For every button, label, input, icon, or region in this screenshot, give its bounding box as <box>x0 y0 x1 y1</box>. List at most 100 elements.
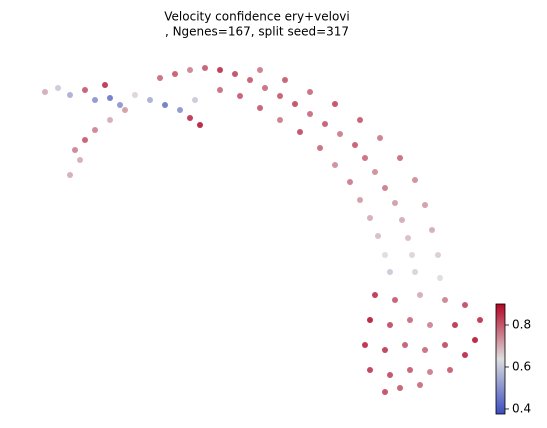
point <box>367 215 373 221</box>
point <box>442 342 448 348</box>
point <box>55 85 61 91</box>
point <box>192 97 198 103</box>
point <box>202 65 208 71</box>
colorbar-tick-label: 0.4 <box>512 401 531 415</box>
point <box>387 269 393 275</box>
chart-title: Velocity confidence ery+velovi <box>164 10 349 24</box>
point <box>247 77 253 83</box>
point <box>347 179 353 185</box>
point <box>357 197 363 203</box>
point <box>367 317 373 323</box>
point <box>107 95 113 101</box>
point <box>277 93 283 99</box>
point <box>392 200 398 206</box>
point <box>362 342 368 348</box>
point <box>282 77 288 83</box>
point <box>422 202 428 208</box>
point <box>67 172 73 178</box>
point <box>132 92 138 98</box>
point <box>407 317 413 323</box>
point <box>377 135 383 141</box>
point <box>392 297 398 303</box>
point <box>187 67 193 73</box>
point <box>217 67 223 73</box>
point <box>462 352 468 358</box>
point <box>382 185 388 191</box>
point <box>427 322 433 328</box>
point <box>102 82 108 88</box>
point <box>372 292 378 298</box>
point <box>172 71 178 77</box>
point <box>412 177 418 183</box>
point <box>387 322 393 328</box>
point <box>412 269 418 275</box>
point <box>422 347 428 353</box>
point <box>122 107 128 113</box>
colorbar <box>495 303 506 415</box>
point <box>217 87 223 93</box>
point <box>437 275 443 281</box>
point <box>332 101 338 107</box>
point <box>362 155 368 161</box>
colorbar-tick-label: 0.8 <box>512 317 531 331</box>
point <box>337 131 343 137</box>
point <box>397 155 403 161</box>
point <box>397 385 403 391</box>
point <box>382 389 388 395</box>
point <box>257 67 263 73</box>
point <box>292 101 298 107</box>
point <box>307 111 313 117</box>
point <box>162 102 168 108</box>
point <box>107 117 113 123</box>
point <box>417 292 423 298</box>
point <box>472 337 478 343</box>
point <box>452 322 458 328</box>
point <box>427 369 433 375</box>
point <box>257 105 263 111</box>
point <box>197 122 203 128</box>
point <box>42 89 48 95</box>
point <box>402 342 408 348</box>
point <box>232 71 238 77</box>
point <box>157 75 163 81</box>
point <box>382 347 388 353</box>
point <box>372 169 378 175</box>
point <box>67 92 73 98</box>
point <box>237 93 243 99</box>
point <box>297 129 303 135</box>
point <box>375 233 381 239</box>
point <box>92 97 98 103</box>
point <box>77 157 83 163</box>
point <box>332 162 338 168</box>
point <box>82 87 88 93</box>
point <box>367 367 373 373</box>
point <box>387 372 393 378</box>
point <box>407 367 413 373</box>
point <box>417 382 423 388</box>
colorbar-tick-label: 0.6 <box>512 359 531 373</box>
point <box>92 127 98 133</box>
point <box>442 297 448 303</box>
point <box>307 89 313 95</box>
point <box>435 252 441 258</box>
point <box>317 145 323 151</box>
point <box>405 235 411 241</box>
chart-subtitle: , Ngenes=167, split seed=317 <box>165 25 349 39</box>
point <box>187 115 193 121</box>
point <box>462 302 468 308</box>
point <box>177 107 183 113</box>
point <box>382 252 388 258</box>
point <box>82 137 88 143</box>
point <box>72 147 78 153</box>
point <box>447 367 453 373</box>
point <box>322 121 328 127</box>
point <box>409 252 415 258</box>
point <box>399 217 405 223</box>
point <box>147 97 153 103</box>
point <box>117 102 123 108</box>
point <box>262 85 268 91</box>
point <box>477 317 483 323</box>
point <box>352 142 358 148</box>
point <box>357 117 363 123</box>
